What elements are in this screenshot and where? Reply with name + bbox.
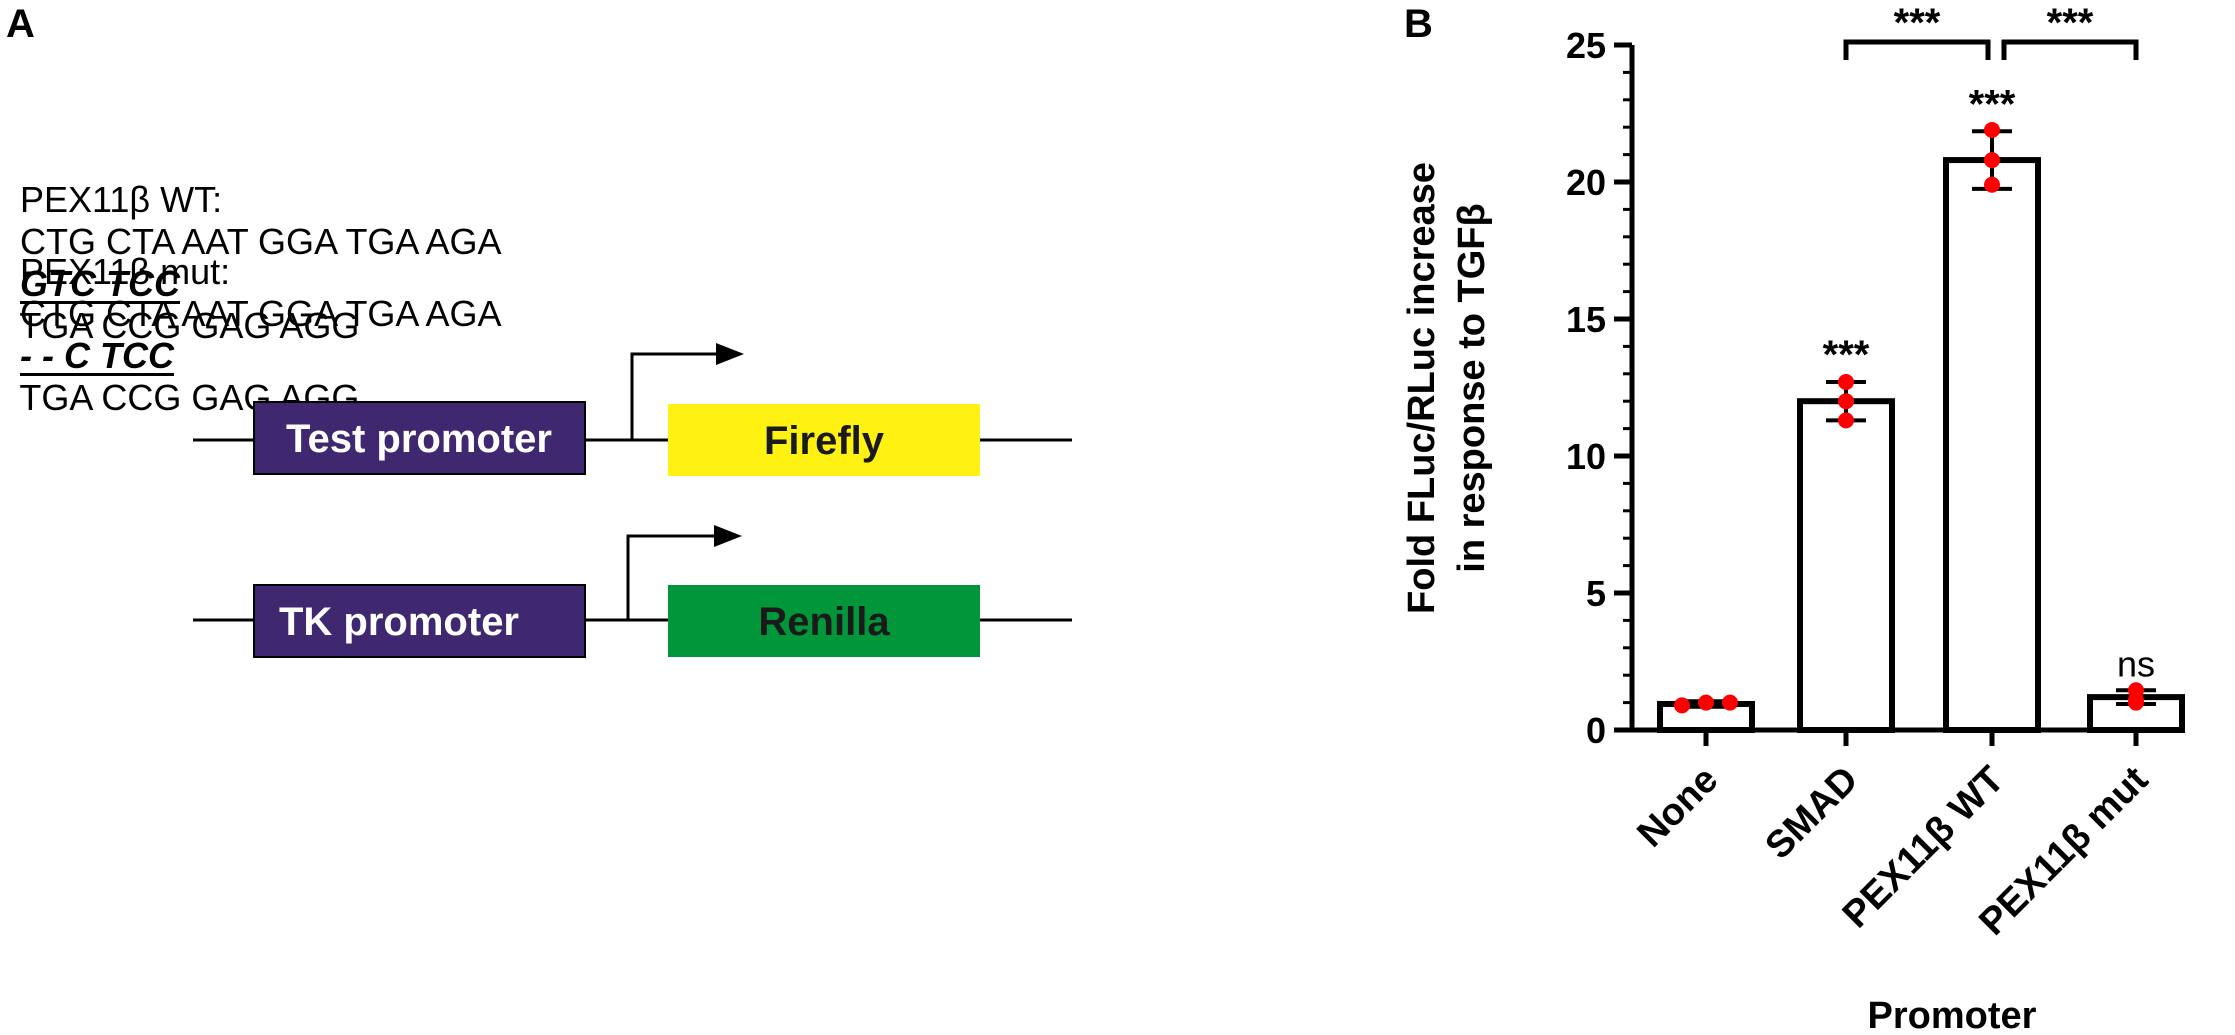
mut-sequence-label: PEX11β mut: [20, 251, 231, 292]
y-axis-title-line1: Fold FLuc/RLuc increase [1401, 162, 1443, 614]
x-axis-title: Promoter [1868, 995, 2037, 1035]
data-point [2128, 682, 2144, 699]
mut-sequence-prefix: CTG CTA AAT GGA TGA AGA [20, 293, 502, 334]
significance-label: ns [2117, 643, 2155, 684]
wt-sequence-suffix: TGA CCG GAG AGG [19, 305, 360, 346]
wt-binding-site: GTC TCC [20, 263, 180, 304]
tk-promoter-box [253, 584, 586, 658]
tk-promoter-label: TK promoter [279, 600, 519, 644]
data-point [1984, 121, 2000, 138]
wt-sequence-label: PEX11β WT: [20, 179, 223, 220]
mut-sequence: PEX11β mut: CTG CTA AAT GGA TGA AGA - - … [0, 209, 502, 419]
transcription-start-arrow-icon [630, 352, 718, 440]
wt-sequence-prefix: CTG CTA AAT GGA TGA AGA [20, 221, 502, 262]
arrowhead-icon-2 [714, 525, 742, 547]
comparison-label: *** [2047, 1, 2094, 45]
panel-b-label: B [1404, 2, 1433, 46]
data-point [1674, 697, 1690, 714]
data-point [1984, 176, 2000, 193]
data-point [1838, 393, 1854, 410]
panel-a-label: A [6, 2, 35, 46]
reporter-constructs-diagram: Test promoter Firefly TK promoter Renill… [193, 343, 1072, 658]
transcription-start-arrow-icon-2 [626, 534, 716, 620]
renilla-box [668, 585, 980, 657]
y-tick-label: 0 [1586, 710, 1606, 751]
comparison-bracket [1843, 39, 1991, 60]
firefly-box [668, 404, 980, 476]
bar [2087, 694, 2185, 733]
data-point [1984, 152, 2000, 169]
category-label: SMAD [1758, 759, 1867, 868]
bar [1657, 700, 1755, 733]
data-point [1838, 412, 1854, 429]
y-tick-label: 5 [1586, 573, 1606, 614]
firefly-label: Firefly [764, 419, 885, 463]
data-point [2128, 691, 2144, 708]
renilla-label: Renilla [758, 600, 890, 644]
bar [1943, 157, 2041, 733]
data-point [1722, 694, 1738, 711]
significance-label: *** [1823, 333, 1870, 377]
y-tick-label: 20 [1566, 162, 1606, 203]
test-promoter-box [253, 401, 586, 475]
mut-binding-site: - - C TCC [20, 335, 174, 376]
wt-sequence: PEX11β WT: CTG CTA AAT GGA TGA AGA GTC T… [0, 137, 502, 347]
y-axis-title-line2: in response to TGFβ [1451, 203, 1493, 572]
comparison-bracket [2001, 39, 2139, 60]
arrowhead-icon [716, 343, 744, 365]
category-label: PEX11β mut [1971, 758, 2156, 943]
significance-label: *** [1969, 82, 2016, 126]
bar [1797, 398, 1895, 733]
y-tick-label: 15 [1566, 299, 1606, 340]
category-label: None [1629, 759, 1726, 856]
test-promoter-label: Test promoter [286, 417, 552, 461]
data-point [1698, 694, 1714, 711]
data-point [2128, 694, 2144, 711]
comparison-label: *** [1894, 1, 1941, 45]
y-tick-label: 10 [1566, 436, 1606, 477]
y-tick-label: 25 [1566, 25, 1606, 66]
category-label: PEX11β WT [1835, 759, 2013, 937]
data-point [1838, 374, 1854, 391]
